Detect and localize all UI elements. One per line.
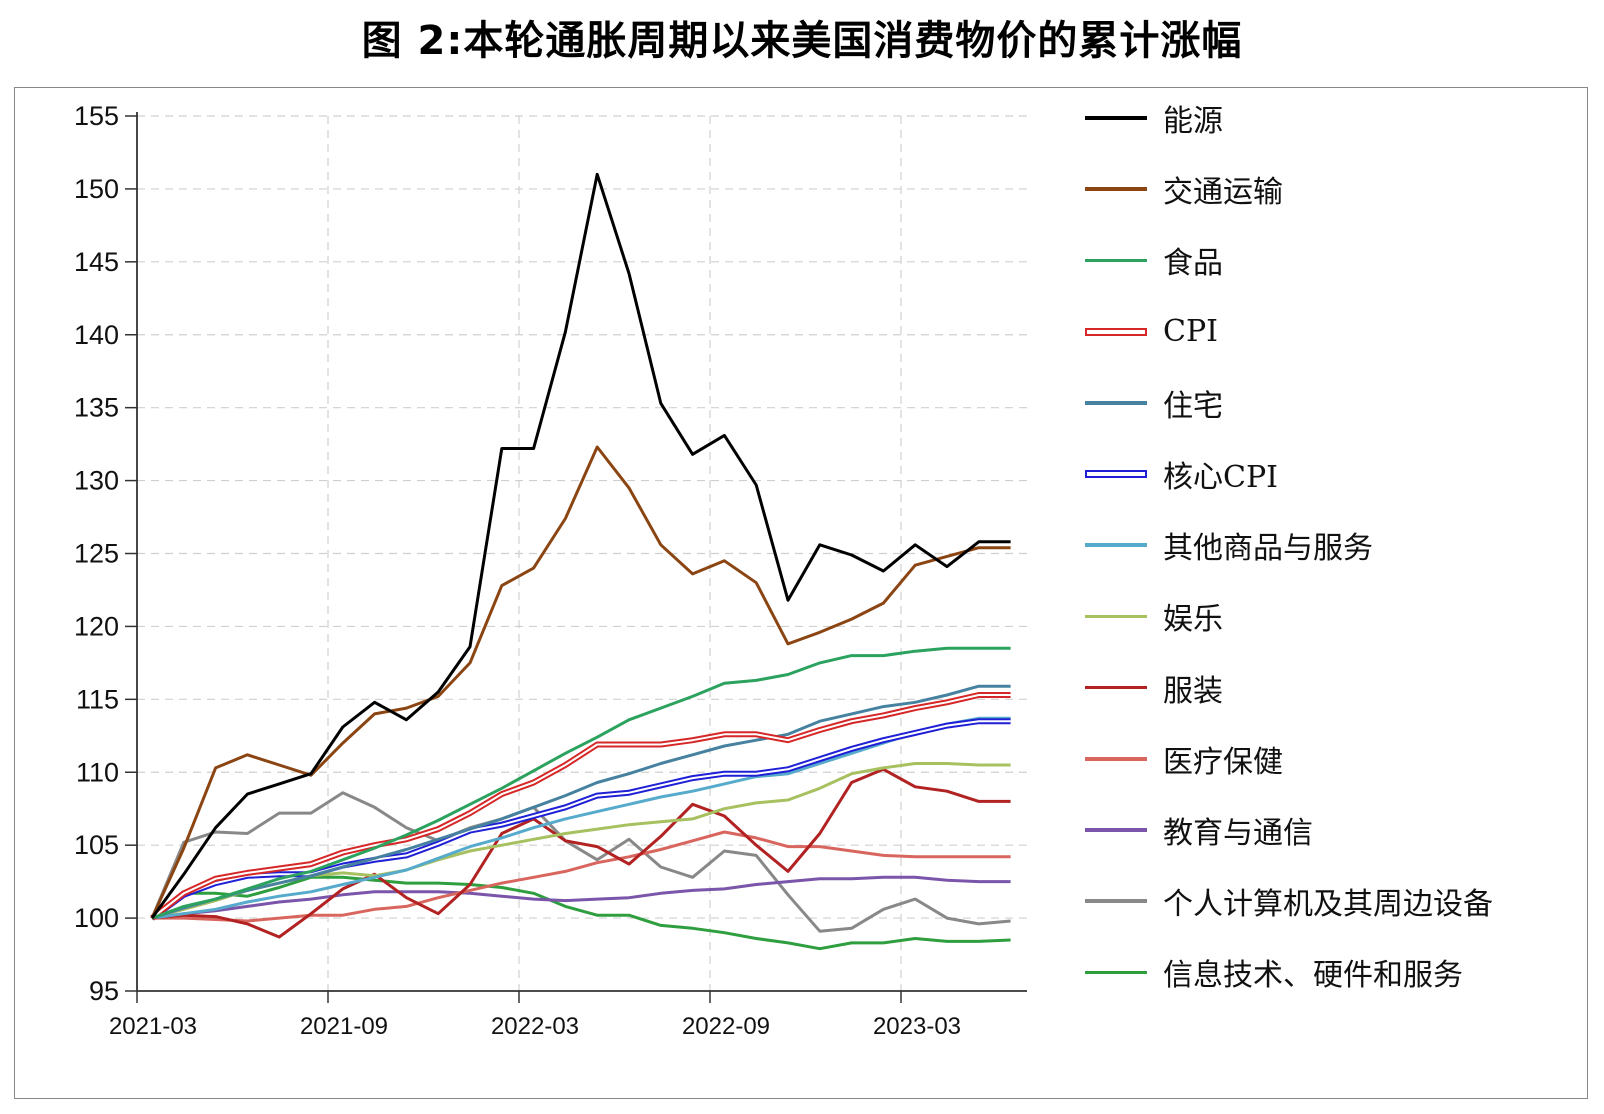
y-tick-label: 120 <box>74 611 119 641</box>
legend-item: 核心CPI <box>1085 454 1278 495</box>
legend-item: 医疗保健 <box>1085 739 1283 780</box>
legend-label: 教育与通信 <box>1163 816 1313 851</box>
legend-swatch <box>1085 685 1147 690</box>
legend-item: 娱乐 <box>1085 596 1223 638</box>
chart-title: 图 2:本轮通胀周期以来美国消费物价的累计涨幅 <box>361 18 1243 64</box>
series-line <box>152 830 1011 923</box>
series-8 <box>151 767 1011 939</box>
x-tick-label: 2023-03 <box>873 1013 961 1040</box>
y-tick-label: 100 <box>74 903 119 933</box>
series-6 <box>151 716 1011 920</box>
x-tick-label: 2022-09 <box>682 1013 770 1040</box>
y-tick-label: 105 <box>74 830 119 860</box>
series-0 <box>150 172 1011 919</box>
legend-label: 能源 <box>1163 104 1223 139</box>
legend-swatch <box>1085 899 1147 903</box>
y-tick-label: 110 <box>76 757 119 787</box>
chart-frame <box>14 87 1588 1099</box>
legend-swatch <box>1085 828 1147 832</box>
series-line <box>151 875 1011 951</box>
y-tick-label: 130 <box>74 466 119 496</box>
legend-swatch <box>1085 187 1147 191</box>
legend-item: 交通运输 <box>1085 169 1283 211</box>
legend-item: 个人计算机及其周边设备 <box>1085 881 1493 923</box>
legend-item: 住宅 <box>1085 383 1223 424</box>
legend-swatch <box>1085 970 1147 975</box>
legend-swatch <box>1085 327 1147 336</box>
legend-label: 娱乐 <box>1163 602 1223 638</box>
legend-item: 食品 <box>1085 240 1223 282</box>
legend-label: 信息技术、硬件和服务 <box>1163 958 1463 994</box>
legend-label: 个人计算机及其周边设备 <box>1163 887 1493 923</box>
series-1 <box>150 445 1011 919</box>
series-3 <box>150 692 1011 921</box>
x-tick-label: 2021-03 <box>109 1013 197 1040</box>
series-line <box>151 767 1011 939</box>
series-line <box>151 646 1011 920</box>
legend-swatch <box>1085 470 1147 478</box>
legend-item: 信息技术、硬件和服务 <box>1085 952 1463 994</box>
y-tick-label: 135 <box>74 393 119 423</box>
y-tick-label: 125 <box>74 539 119 569</box>
series-line <box>151 716 1011 920</box>
y-tick-label: 115 <box>76 684 119 714</box>
legend-label: 食品 <box>1163 246 1223 282</box>
series-2 <box>151 646 1011 920</box>
legend-item: 能源 <box>1085 98 1223 139</box>
y-tick-label: 145 <box>74 247 119 277</box>
legend-label: 交通运输 <box>1163 175 1283 211</box>
legend-label: 核心CPI <box>1163 460 1278 495</box>
x-tick-label: 2021-09 <box>300 1013 388 1040</box>
legend-item: 教育与通信 <box>1085 810 1313 851</box>
series-4 <box>151 684 1011 920</box>
series-line-inner <box>151 694 1011 919</box>
legend-label: 其他商品与服务 <box>1163 531 1373 567</box>
legend-swatch <box>1085 401 1147 405</box>
legend-item: CPI <box>1085 312 1218 352</box>
series-10 <box>151 875 1011 920</box>
series-line-outer <box>150 692 1011 921</box>
legend-label: 医疗保健 <box>1163 744 1283 780</box>
y-tick-label: 140 <box>74 320 119 350</box>
y-tick-label: 150 <box>74 174 119 204</box>
legend-swatch <box>1085 614 1147 619</box>
legend-item: 服装 <box>1085 668 1223 709</box>
legend-swatch <box>1085 116 1147 120</box>
legend-swatch <box>1085 258 1147 263</box>
series-line <box>150 445 1011 919</box>
legend-item: 其他商品与服务 <box>1085 525 1373 567</box>
legend-label: CPI <box>1163 314 1218 350</box>
series-12 <box>151 875 1011 951</box>
series-9 <box>152 830 1011 923</box>
legend-swatch <box>1085 543 1147 547</box>
series-line <box>150 791 1011 933</box>
x-tick-label: 2022-03 <box>491 1013 579 1040</box>
legend-label: 服装 <box>1163 673 1223 709</box>
y-tick-label: 95 <box>89 976 119 1006</box>
series-11 <box>150 791 1011 933</box>
series-line <box>150 172 1011 919</box>
series-line <box>151 875 1011 920</box>
series-line <box>151 684 1011 920</box>
legend-label: 住宅 <box>1163 388 1223 424</box>
legend-swatch <box>1085 757 1147 761</box>
y-tick-label: 155 <box>74 101 119 131</box>
